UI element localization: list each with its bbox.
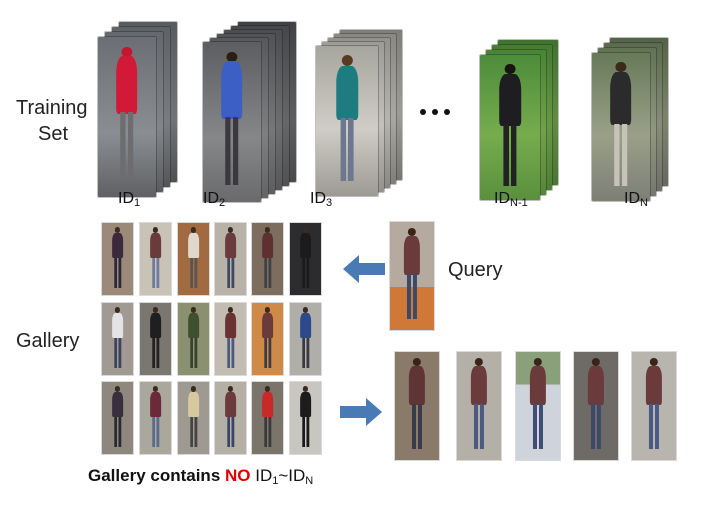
gallery-label: Gallery bbox=[16, 330, 80, 352]
pedestrian-figure bbox=[146, 307, 165, 373]
result-thumbnail bbox=[516, 352, 560, 460]
pedestrian-figure bbox=[108, 227, 127, 293]
pedestrian-figure bbox=[258, 386, 277, 452]
training-image-card bbox=[98, 37, 156, 197]
result-thumbnail bbox=[395, 352, 439, 460]
training-image-card bbox=[592, 53, 650, 201]
pedestrian-figure bbox=[641, 358, 667, 457]
gallery-thumbnail bbox=[290, 223, 321, 295]
pedestrian-figure bbox=[525, 358, 551, 457]
pedestrian-figure bbox=[108, 307, 127, 373]
pedestrian-figure bbox=[258, 227, 277, 293]
pedestrian-figure bbox=[184, 227, 203, 293]
gallery-thumbnail bbox=[290, 303, 321, 375]
id-label-n: IDN bbox=[624, 190, 648, 209]
pedestrian-figure bbox=[583, 358, 609, 457]
gallery-thumbnail bbox=[102, 223, 133, 295]
pedestrian-figure bbox=[146, 386, 165, 452]
pedestrian-figure bbox=[466, 358, 492, 457]
pedestrian-figure bbox=[492, 63, 528, 197]
gallery-caption: Gallery contains NO ID1~IDN bbox=[88, 466, 318, 487]
training-image-card bbox=[316, 46, 378, 196]
id-label-3: ID3 bbox=[310, 190, 333, 209]
pedestrian-figure bbox=[296, 386, 315, 452]
gallery-thumbnail bbox=[178, 303, 209, 375]
pedestrian-figure bbox=[184, 307, 203, 373]
training-label-line1: Training bbox=[16, 97, 88, 119]
gallery-thumbnail bbox=[102, 382, 133, 454]
gallery-thumbnail bbox=[140, 382, 171, 454]
pedestrian-figure bbox=[399, 228, 425, 327]
caption-ids: ID1~IDN bbox=[255, 466, 314, 487]
training-label-line2: Set bbox=[38, 123, 69, 145]
gallery-thumbnail bbox=[215, 223, 246, 295]
training-image-card bbox=[480, 55, 540, 200]
pedestrian-figure bbox=[258, 307, 277, 373]
pedestrian-figure bbox=[221, 227, 240, 293]
gallery-thumbnail bbox=[140, 303, 171, 375]
arrow-right-icon bbox=[340, 398, 382, 426]
pedestrian-figure bbox=[146, 227, 165, 293]
pedestrian-figure bbox=[215, 51, 250, 199]
gallery-thumbnail bbox=[140, 223, 171, 295]
pedestrian-figure bbox=[184, 386, 203, 452]
result-thumbnail bbox=[574, 352, 618, 460]
id-label-2: ID2 bbox=[203, 190, 226, 209]
training-image-card bbox=[203, 42, 261, 202]
gallery-thumbnail bbox=[290, 382, 321, 454]
pedestrian-figure bbox=[110, 46, 145, 194]
gallery-thumbnail bbox=[178, 382, 209, 454]
gallery-thumbnail bbox=[252, 223, 283, 295]
pedestrian-figure bbox=[604, 61, 639, 198]
gallery-thumbnail bbox=[215, 382, 246, 454]
result-thumbnail bbox=[632, 352, 676, 460]
pedestrian-figure bbox=[296, 307, 315, 373]
gallery-thumbnail bbox=[102, 303, 133, 375]
arrow-left-icon bbox=[343, 255, 385, 283]
training-set-label: Training Set bbox=[16, 95, 88, 147]
id-label-1: ID1 bbox=[118, 190, 141, 209]
query-label: Query bbox=[448, 259, 503, 281]
pedestrian-figure bbox=[221, 307, 240, 373]
id-label-n-1: IDN-1 bbox=[494, 190, 528, 209]
pedestrian-figure bbox=[221, 386, 240, 452]
caption-highlight: NO bbox=[225, 466, 251, 485]
gallery-thumbnail bbox=[252, 303, 283, 375]
gallery-thumbnail bbox=[178, 223, 209, 295]
query-thumbnail bbox=[390, 222, 434, 330]
result-thumbnail bbox=[457, 352, 501, 460]
ellipsis-dots bbox=[420, 102, 456, 120]
caption-prefix: Gallery contains bbox=[88, 466, 225, 485]
gallery-thumbnail bbox=[215, 303, 246, 375]
pedestrian-figure bbox=[296, 227, 315, 293]
gallery-thumbnail bbox=[252, 382, 283, 454]
pedestrian-figure bbox=[108, 386, 127, 452]
pedestrian-figure bbox=[404, 358, 430, 457]
pedestrian-figure bbox=[328, 55, 365, 193]
